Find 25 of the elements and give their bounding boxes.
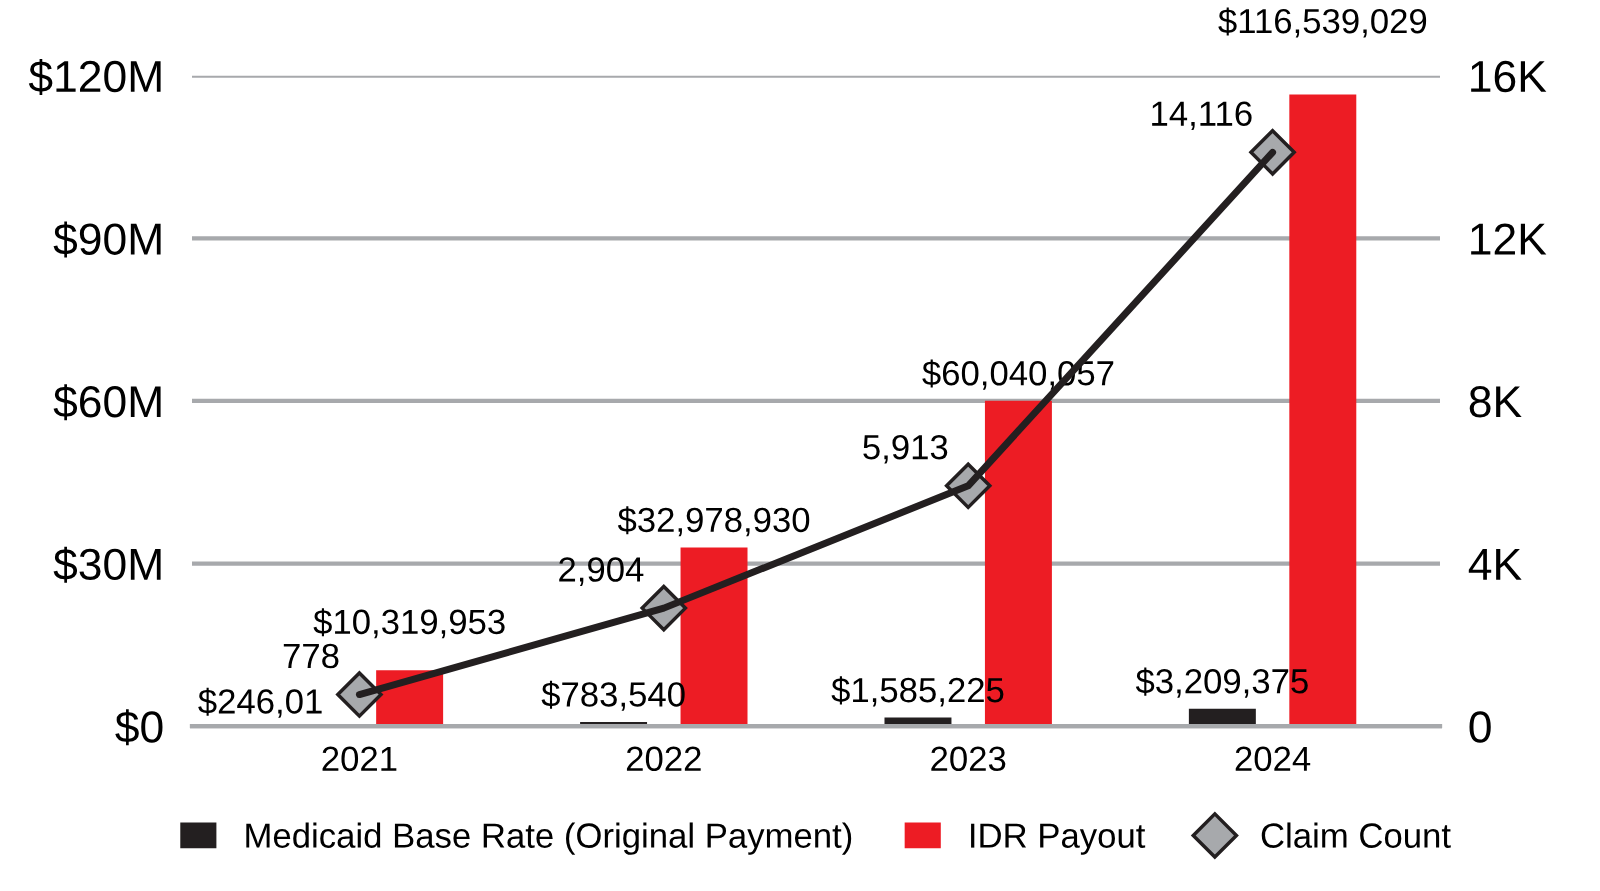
x-tick-label: 2021: [322, 746, 397, 772]
data-label: $32,978,930: [617, 506, 810, 537]
legend-label: Medicaid Base Rate (Original Payment): [246, 822, 852, 855]
y-tick-label: $60M: [53, 384, 161, 421]
y-tick-label: $30M: [53, 546, 161, 583]
annotation: $246,01: [198, 687, 322, 718]
y2-tick-label: 8K: [1469, 386, 1522, 418]
data-label: 2,904: [559, 557, 644, 586]
x-tick-label: 2024: [1235, 746, 1311, 772]
data-label: $10,319,953: [313, 608, 505, 639]
x-tick-label: 2023: [931, 746, 1006, 772]
data-label: 5,913: [863, 434, 948, 464]
y-tick-label: $0: [115, 709, 163, 746]
data-label: 14,116: [1152, 101, 1252, 131]
legend-label: Claim Count: [1261, 822, 1451, 848]
x-tick-label: 2022: [626, 746, 701, 772]
data-label: $116,539,029: [1218, 7, 1427, 38]
y2-tick-label: 16K: [1471, 60, 1547, 93]
y-tick-label: $120M: [28, 58, 161, 95]
data-label: 778: [283, 643, 339, 669]
y2-tick-label: 0: [1469, 711, 1491, 743]
y2-tick-label: 4K: [1468, 549, 1522, 580]
legend-label: IDR Payout: [971, 823, 1146, 855]
y2-tick-label: 12K: [1471, 223, 1547, 255]
y-tick-label: $90M: [53, 221, 161, 258]
